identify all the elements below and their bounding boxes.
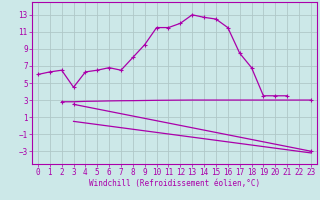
X-axis label: Windchill (Refroidissement éolien,°C): Windchill (Refroidissement éolien,°C) [89,179,260,188]
